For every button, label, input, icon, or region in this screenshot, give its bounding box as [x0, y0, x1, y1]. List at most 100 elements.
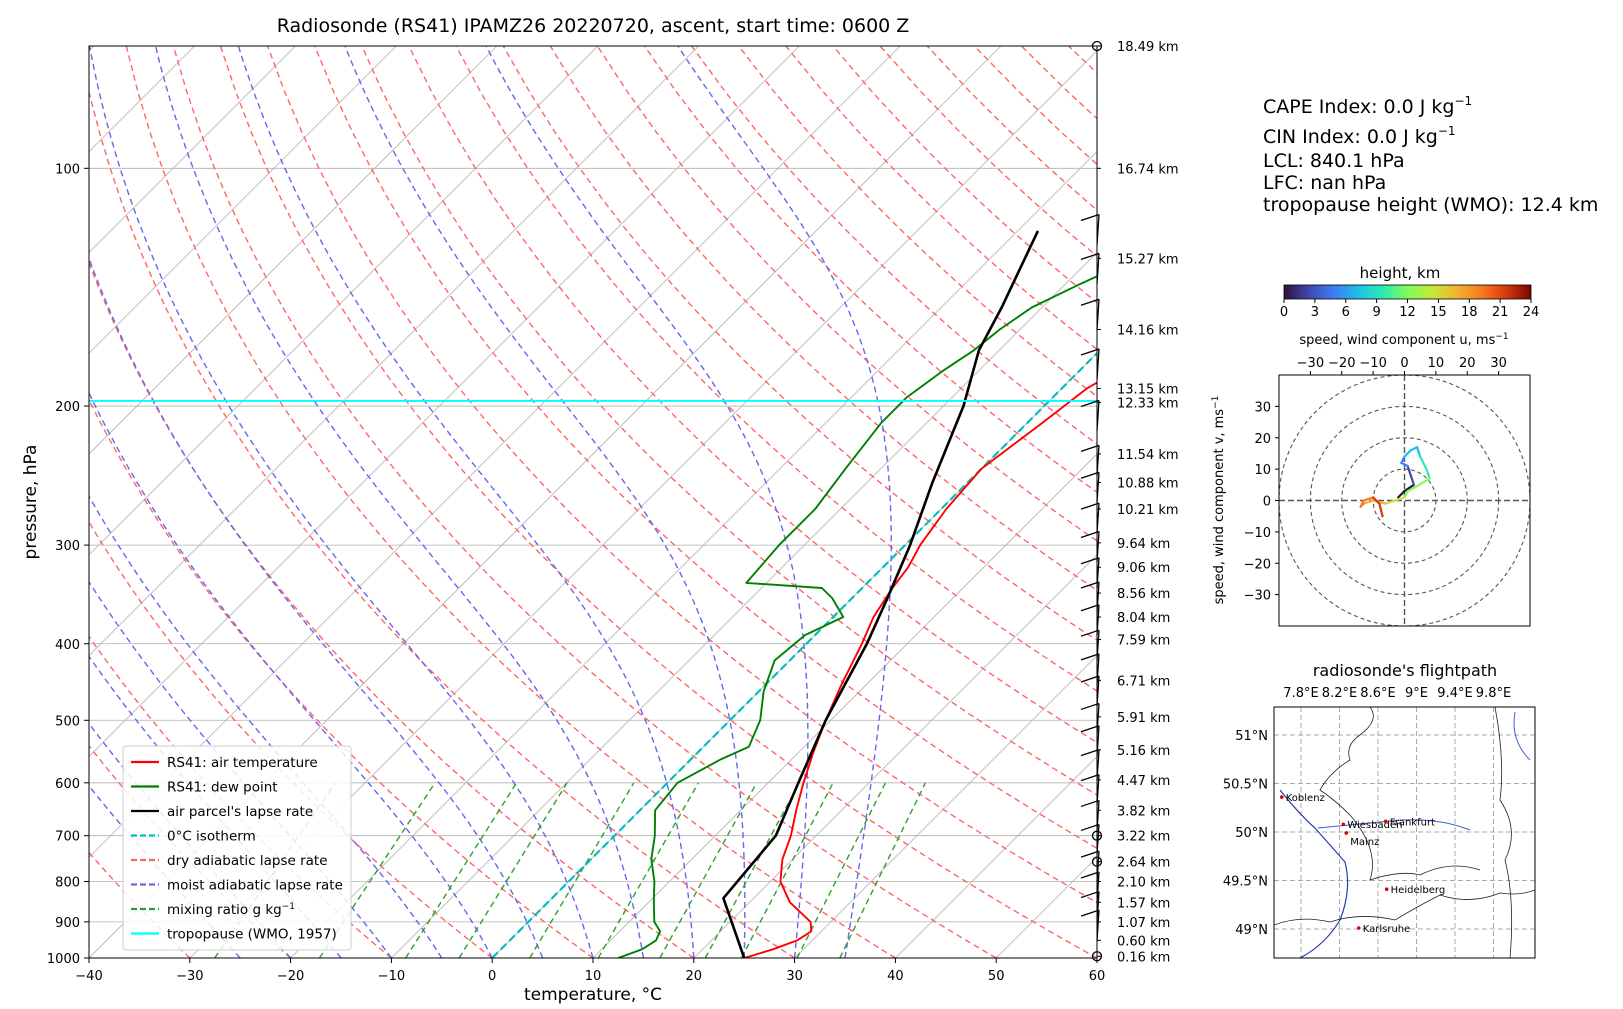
height-label: 9.64 km — [1117, 537, 1170, 552]
wind-barb-flag — [1080, 348, 1100, 356]
colorbar-tick-label: 0 — [1280, 305, 1288, 320]
legend-label-sup: −1 — [282, 902, 295, 912]
height-label: 2.10 km — [1117, 875, 1170, 890]
cin-index: CIN Index: 0.0 J kg−1 — [1263, 124, 1456, 148]
dry-adiabat — [172, 46, 997, 958]
legend-label: RS41: dew point — [167, 780, 278, 796]
legend-label-text: moist adiabatic lapse rate — [167, 878, 343, 894]
city-label: Koblenz — [1286, 793, 1325, 804]
hodograph-segment — [1403, 449, 1412, 458]
wind-barb-flag — [1080, 471, 1100, 479]
height-label: 5.16 km — [1117, 744, 1170, 759]
hodograph-ylabel: speed, wind component v, ms−1 — [1211, 396, 1227, 605]
mixing-ratio-line — [597, 782, 700, 958]
wind-barb — [1080, 298, 1100, 330]
legend-label: dry adiabatic lapse rate — [167, 853, 328, 869]
hodograph-ticks: −30 −20 −10 0 10 20 30 30 20 10 0 −10 −20 −30 — [1244, 356, 1507, 604]
moist-adiabat — [344, 46, 746, 958]
wind-barb — [1080, 653, 1100, 685]
legend-label: RS41: air temperature — [167, 755, 318, 771]
dry-adiabat — [219, 46, 1097, 958]
city-label: Mainz — [1350, 837, 1379, 848]
wind-barb — [1080, 213, 1100, 245]
skewt-legend: RS41: air temperature RS41: dew point air … — [122, 745, 352, 951]
y-tick-label: 100 — [55, 162, 80, 177]
wind-barb-staff — [1096, 214, 1100, 245]
wind-barb — [1080, 502, 1100, 534]
height-label: 4.47 km — [1117, 774, 1170, 789]
wind-barb — [1080, 799, 1100, 831]
map-frame — [1273, 706, 1536, 959]
legend-label-text: air parcel's lapse rate — [167, 804, 313, 820]
hodograph-x-tick-label: 10 — [1428, 356, 1445, 371]
height-label: 14.16 km — [1117, 324, 1179, 339]
wind-barb-flag — [1080, 890, 1100, 899]
air-temperature-line — [743, 381, 1097, 958]
skewt-title: Radiosonde (RS41) IPAMZ26 20220720, asce… — [277, 15, 910, 37]
wind-barb — [1080, 850, 1100, 882]
height-label: 10.21 km — [1117, 503, 1179, 518]
x-tick-label: −40 — [75, 969, 102, 984]
isotherm-gridline — [89, 46, 599, 556]
height-label: 8.56 km — [1117, 587, 1170, 602]
city-marker — [1341, 822, 1346, 827]
dry-adiabat — [125, 46, 896, 958]
isotherm-gridline — [89, 46, 296, 253]
hodograph-x-tick-label: 20 — [1459, 356, 1476, 371]
dry-adiabat — [879, 46, 1097, 258]
dew-point-line — [617, 275, 1097, 958]
wind-barb-staff — [1096, 299, 1100, 330]
moist-adiabat — [89, 655, 342, 958]
map-lat-label: 49.5°N — [1223, 875, 1268, 890]
legend-label-text: RS41: air temperature — [167, 755, 318, 771]
isotherm-gridline — [290, 151, 1097, 958]
hodograph-panel: speed, wind component u, ms−1 speed, win… — [1211, 332, 1531, 627]
hodograph-grid — [1279, 375, 1530, 626]
height-label: 0.16 km — [1117, 950, 1170, 965]
hodograph-xlabel: speed, wind component u, ms−1 — [1299, 332, 1508, 348]
y-tick-label: 800 — [55, 875, 80, 890]
legend-label-text: 0°C isotherm — [167, 829, 256, 845]
dry-adiabat — [361, 46, 1097, 796]
x-tick-label: 30 — [786, 969, 803, 984]
hodograph-segment — [1409, 474, 1416, 486]
hodograph-y-tick-label: −20 — [1244, 557, 1271, 572]
height-label: 3.22 km — [1117, 830, 1170, 845]
height-label: 7.59 km — [1117, 633, 1170, 648]
city-marker — [1279, 795, 1284, 799]
parcel-lapse-line — [722, 230, 1040, 958]
wind-barb — [1080, 252, 1100, 284]
colorbar-tick-label: 12 — [1399, 305, 1416, 320]
colorbar-ticks: 0 3 6 9 12 15 18 21 24 — [1280, 299, 1539, 320]
wind-barb — [1080, 530, 1100, 562]
height-label: 18.49 km — [1117, 40, 1179, 55]
dry-adiabat — [89, 520, 493, 958]
mixing-ratio-line — [529, 782, 635, 958]
wind-barb — [1080, 909, 1100, 941]
legend-label-text: mixing ratio g kg — [167, 902, 282, 918]
city-marker — [1344, 831, 1349, 835]
legend-label: moist adiabatic lapse rate — [167, 878, 343, 894]
wind-barb-staff — [1096, 871, 1100, 903]
height-marker — [1091, 830, 1103, 841]
city-marker — [1356, 926, 1361, 930]
isotherm-gridline — [89, 46, 397, 354]
colorbar-tick-label: 3 — [1311, 305, 1319, 320]
wind-barb-flag — [1080, 725, 1100, 733]
height-label: 11.54 km — [1117, 448, 1179, 463]
isotherm-gridline — [89, 46, 800, 757]
legend-label: tropopause (WMO, 1957) — [167, 927, 337, 943]
moist-adiabat — [89, 722, 292, 958]
dry-adiabat — [785, 46, 1097, 351]
map-lon-label: 9°E — [1405, 686, 1428, 701]
height-label: 5.91 km — [1117, 711, 1170, 726]
wind-barb — [1080, 604, 1100, 636]
wind-barb — [1080, 871, 1100, 903]
height-label: 3.82 km — [1117, 804, 1170, 819]
hodograph-segment — [1406, 464, 1412, 477]
wind-barb-staff — [1096, 531, 1100, 562]
x-tick-label: 60 — [1089, 969, 1106, 984]
wind-barb-flag — [1080, 444, 1100, 452]
x-tick-label: −30 — [176, 969, 203, 984]
